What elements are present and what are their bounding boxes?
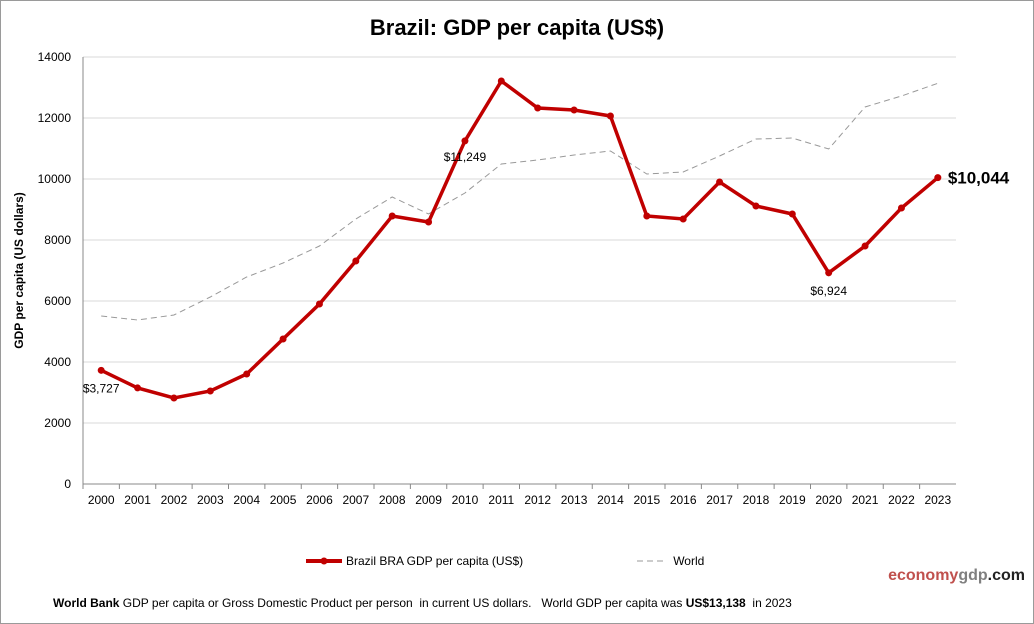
- x-tick-label: 2019: [779, 493, 806, 507]
- x-tick-label: 2001: [124, 493, 151, 507]
- x-tick-label: 2023: [924, 493, 951, 507]
- brand-logo: economygdp.com: [888, 567, 1025, 585]
- brazil-data-point: [461, 137, 469, 145]
- x-tick-label: 2010: [452, 493, 479, 507]
- data-label: $11,249: [444, 150, 487, 164]
- x-tick-label: 2022: [888, 493, 915, 507]
- legend: Brazil BRA GDP per capita (US$) World: [306, 554, 704, 568]
- brazil-data-point: [643, 212, 651, 220]
- brazil-data-point: [716, 178, 724, 186]
- brazil-data-point: [97, 366, 105, 374]
- footer-suffix: in 2023: [745, 596, 792, 610]
- y-tick-label: 6000: [44, 294, 71, 308]
- brazil-data-point: [170, 394, 178, 402]
- x-tick-label: 2005: [270, 493, 297, 507]
- y-tick-label: 12000: [38, 111, 72, 125]
- brazil-data-point: [570, 106, 578, 114]
- brazil-series-line: [100, 78, 939, 400]
- x-tick-label: 2016: [670, 493, 697, 507]
- x-tick-label: 2003: [197, 493, 224, 507]
- brand-part-3: .com: [987, 567, 1025, 584]
- footer-note: World Bank GDP per capita or Gross Domes…: [53, 596, 792, 610]
- x-tick-label: 2009: [415, 493, 442, 507]
- brazil-data-point: [388, 212, 396, 220]
- brazil-data-point: [243, 370, 251, 378]
- x-tick-label: 2007: [342, 493, 369, 507]
- brazil-data-point: [134, 384, 142, 392]
- x-tick-label: 2008: [379, 493, 406, 507]
- footer-source: World Bank: [53, 596, 120, 610]
- y-tick-label: 2000: [44, 416, 71, 430]
- world-series-line: [101, 82, 938, 321]
- legend-world-swatch: [637, 560, 668, 562]
- brazil-data-point: [825, 269, 833, 277]
- legend-brazil-swatch: [306, 557, 342, 565]
- brazil-data-point: [206, 387, 214, 395]
- y-tick-label: 0: [64, 477, 71, 491]
- brazil-data-point: [606, 112, 614, 120]
- brazil-data-point: [752, 202, 760, 210]
- x-tick-label: 2011: [488, 493, 514, 507]
- x-tick-label: 2021: [852, 493, 879, 507]
- x-tick-label: 2018: [743, 493, 770, 507]
- legend-brazil-label: Brazil BRA GDP per capita (US$): [346, 554, 524, 568]
- data-label: $3,727: [83, 381, 120, 395]
- brazil-data-point: [534, 104, 542, 112]
- x-tick-label: 2015: [633, 493, 660, 507]
- x-tick-label: 2020: [815, 493, 842, 507]
- y-tick-label: 10000: [38, 172, 72, 186]
- brazil-data-point: [497, 77, 505, 85]
- x-tick-label: 2004: [233, 493, 260, 507]
- y-axis-label: GDP per capita (US dollars): [12, 192, 26, 349]
- data-label: $6,924: [810, 284, 847, 298]
- footer-value: US$13,138: [685, 596, 746, 610]
- brazil-data-point: [425, 218, 433, 226]
- x-tick-label: 2006: [306, 493, 333, 507]
- data-label-latest: $10,044: [948, 169, 1010, 188]
- legend-world-label: World: [673, 554, 705, 568]
- brazil-data-point: [788, 210, 796, 218]
- x-tick-label: 2012: [524, 493, 551, 507]
- brazil-data-point: [279, 335, 287, 343]
- brazil-data-point: [315, 300, 323, 308]
- brazil-data-point: [352, 257, 360, 265]
- brazil-data-point: [679, 215, 687, 223]
- x-tick-label: 2013: [561, 493, 588, 507]
- x-tick-label: 2017: [706, 493, 733, 507]
- x-tick-label: 2014: [597, 493, 624, 507]
- x-tick-label: 2000: [88, 493, 115, 507]
- chart-title: Brazil: GDP per capita (US$): [369, 15, 665, 40]
- footer-text: GDP per capita or Gross Domestic Product…: [119, 596, 686, 610]
- line-chart: 0 2000 4000 6000 8000 10000 12000 14000 2000 2001…: [12, 50, 1010, 507]
- x-tick-label: 2002: [161, 493, 188, 507]
- y-tick-label: 14000: [38, 50, 72, 64]
- y-tick-label: 4000: [44, 355, 71, 369]
- brazil-data-point: [934, 174, 942, 182]
- brand-part-1: economy: [888, 567, 959, 584]
- y-tick-label: 8000: [44, 233, 71, 247]
- brand-part-2: gdp: [958, 567, 988, 584]
- brazil-data-point: [897, 204, 905, 212]
- brazil-data-point: [861, 242, 869, 250]
